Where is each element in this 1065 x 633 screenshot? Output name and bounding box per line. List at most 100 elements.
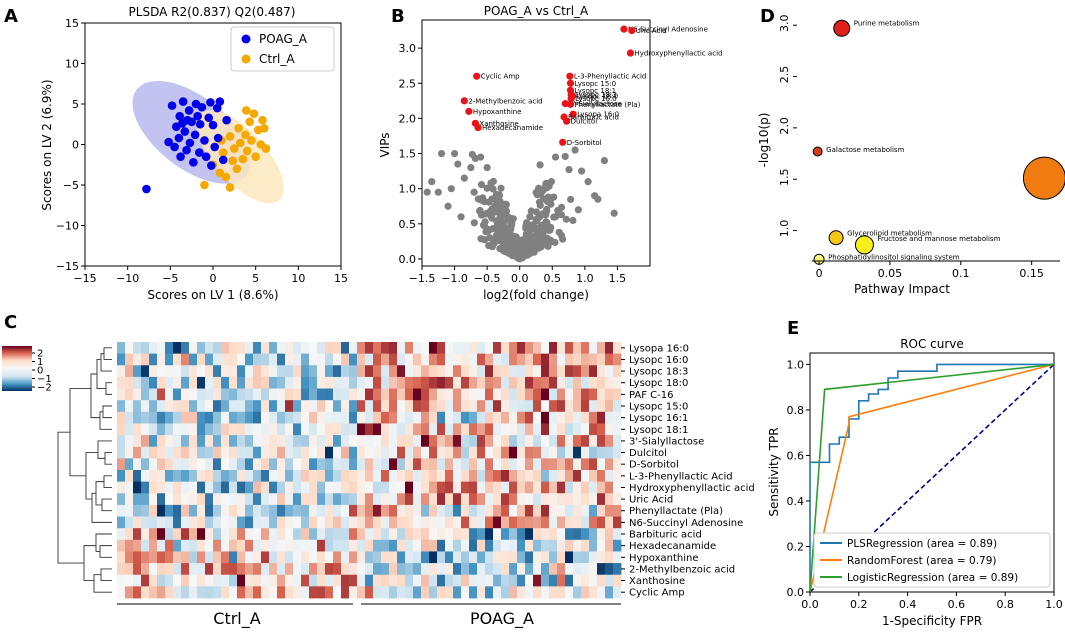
heatmap-cell (445, 435, 454, 448)
heatmap-cell (469, 435, 478, 448)
heatmap-cell (117, 388, 126, 401)
heatmap-cell (285, 400, 294, 413)
heatmap-cell (517, 446, 526, 459)
heatmap-row-lysopc-18-3 (117, 365, 622, 378)
volcano-point-ns (502, 244, 511, 252)
heatmap-cell (181, 400, 190, 413)
heatmap-cell (613, 400, 622, 413)
heatmap-cell (213, 586, 222, 599)
heatmap-cell (341, 470, 350, 483)
heatmap-cell (181, 574, 190, 587)
heatmap-cell (437, 353, 446, 366)
heatmap-cell (525, 516, 534, 529)
heatmap-cell (421, 493, 430, 506)
heatmap-cell (381, 481, 390, 494)
heatmap-cell (405, 423, 414, 436)
heatmap-cell (421, 365, 430, 378)
heatmap-cell (557, 365, 566, 378)
heatmap-cell (597, 376, 606, 389)
heatmap-cell (461, 411, 470, 424)
heatmap-cell (373, 481, 382, 494)
volcano-point-ns (507, 225, 515, 233)
heatmap-cell (373, 563, 382, 576)
heatmap-cell (485, 551, 494, 564)
heatmap-cell (157, 516, 166, 529)
heatmap-cell (581, 528, 590, 541)
heatmap-cell (165, 388, 174, 401)
legend-label-poag: POAG_A (259, 32, 308, 46)
volcano-marker-2-methylbenzoic-acid (460, 97, 468, 105)
panel-a-title: PLSDA R2(0.837) Q2(0.487) (129, 5, 296, 19)
heatmap-cell (605, 574, 614, 587)
heatmap-cell (549, 423, 558, 436)
heatmap-cell (229, 376, 238, 389)
heatmap-cell (173, 365, 182, 378)
heatmap-cell (413, 470, 422, 483)
heatmap-cell (429, 551, 438, 564)
heatmap-cell (349, 435, 358, 448)
heatmap-cell (597, 516, 606, 529)
volcano-point-ns (571, 146, 579, 154)
heatmap-cell (389, 574, 398, 587)
heatmap-cell (149, 365, 158, 378)
heatmap-cell (549, 551, 558, 564)
heatmap-cell (189, 435, 198, 448)
score-point-ctrl-a (241, 130, 250, 140)
heatmap-cell (309, 493, 318, 506)
heatmap-cell (573, 563, 582, 576)
heatmap-cell (445, 481, 454, 494)
heatmap-cell (397, 470, 406, 483)
heatmap-cell (165, 470, 174, 483)
score-point-poag-a (206, 161, 216, 170)
heatmap-cell (597, 563, 606, 576)
heatmap-cell (461, 586, 470, 599)
heatmap-cell (309, 342, 318, 355)
dendrogram-branch (105, 382, 112, 395)
heatmap-cell (293, 551, 302, 564)
heatmap-cell (509, 563, 518, 576)
heatmap-cell (149, 470, 158, 483)
volcano-point-ns (536, 201, 544, 209)
heatmap-cell (381, 493, 390, 506)
heatmap-cell (157, 493, 166, 506)
heatmap-cell (581, 516, 590, 529)
heatmap-cell (117, 353, 126, 366)
heatmap-cell (453, 493, 462, 506)
heatmap-cell (133, 539, 142, 552)
heatmap-cell (165, 342, 174, 355)
heatmap-cell (573, 388, 582, 401)
heatmap-cell (181, 563, 190, 576)
heatmap-cell (469, 376, 478, 389)
heatmap-cell (437, 388, 446, 401)
heatmap-cell (253, 539, 262, 552)
heatmap-cell (533, 481, 542, 494)
score-point-poag-a (185, 138, 195, 148)
dendrogram-branch (91, 492, 112, 523)
heatmap-cell (277, 551, 286, 564)
heatmap-cell (325, 551, 334, 564)
heatmap-cell (245, 446, 254, 459)
score-point-ctrl-a (238, 154, 248, 164)
heatmap-cell (589, 435, 598, 448)
heatmap-cell (373, 551, 382, 564)
heatmap-cell (213, 446, 222, 459)
heatmap-cell (509, 574, 518, 587)
volcano-point-l-3-phenyllactic-acid: L-3-Phenyllactic Acid (566, 72, 646, 81)
heatmap-cell (581, 493, 590, 506)
heatmap-cell (445, 411, 454, 424)
score-point-poag-a (178, 97, 188, 106)
dendrogram-branch (104, 452, 112, 465)
heatmap-cell (565, 435, 574, 448)
heatmap-cell (333, 353, 342, 366)
heatmap-cell (117, 574, 126, 587)
volcano-point-n6-succinyl-adenosine: N6-Succinyl Adenosine (620, 25, 708, 34)
heatmap-cell (589, 400, 598, 413)
panel-label-d: D (760, 6, 775, 27)
heatmap-cell (365, 470, 374, 483)
heatmap-cell (445, 388, 454, 401)
heatmap-cell (413, 423, 422, 436)
heatmap-cell (429, 528, 438, 541)
heatmap-cell (349, 446, 358, 459)
heatmap-cell (613, 435, 622, 448)
